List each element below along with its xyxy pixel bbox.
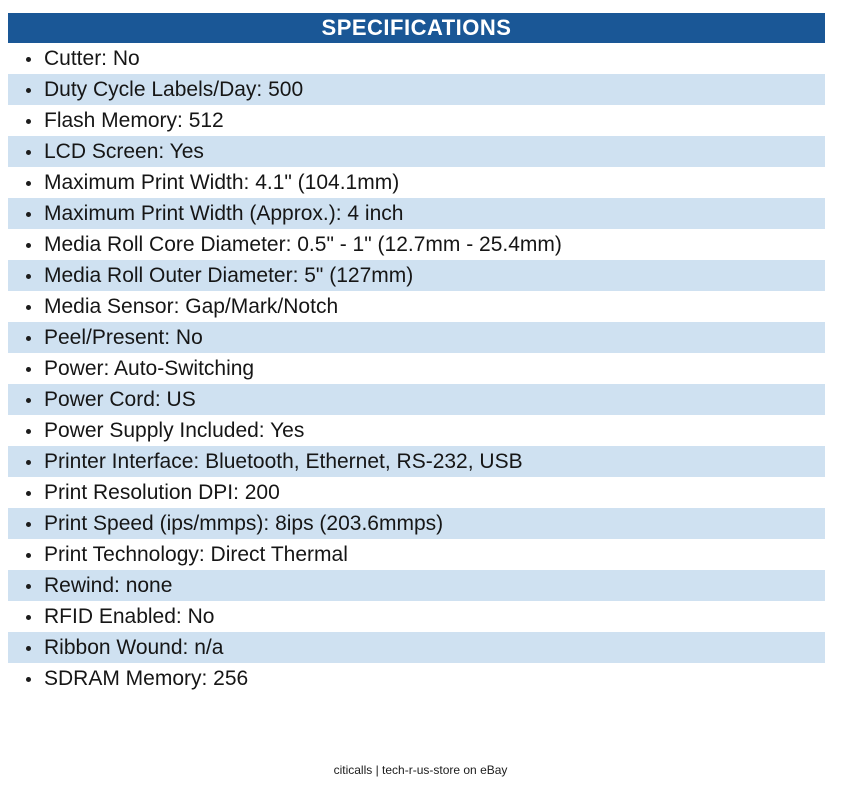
spec-list-item: Power Cord: US [8, 384, 825, 415]
bullet-icon [26, 460, 31, 465]
bullet-icon [26, 119, 31, 124]
spec-text: Rewind: none [44, 573, 173, 597]
spec-text: Printer Interface: Bluetooth, Ethernet, … [44, 449, 523, 473]
bullet-icon [26, 677, 31, 682]
spec-text: Peel/Present: No [44, 325, 203, 349]
bullet-icon [26, 522, 31, 527]
spec-text: RFID Enabled: No [44, 604, 215, 628]
bullet-icon [26, 646, 31, 651]
bullet-icon [26, 367, 31, 372]
spec-text: Print Resolution DPI: 200 [44, 480, 280, 504]
bullet-icon [26, 274, 31, 279]
bullet-icon [26, 57, 31, 62]
bullet-icon [26, 429, 31, 434]
spec-list-item: Print Resolution DPI: 200 [8, 477, 825, 508]
spec-list-item: Peel/Present: No [8, 322, 825, 353]
bullet-icon [26, 336, 31, 341]
spec-text: Media Roll Core Diameter: 0.5" - 1" (12.… [44, 232, 562, 256]
spec-list-item: Maximum Print Width (Approx.): 4 inch [8, 198, 825, 229]
spec-text: SDRAM Memory: 256 [44, 666, 249, 690]
bullet-icon [26, 243, 31, 248]
spec-list-item: Print Technology: Direct Thermal [8, 539, 825, 570]
bullet-icon [26, 615, 31, 620]
spec-text: Print Speed (ips/mmps): 8ips (203.6mmps) [44, 511, 444, 535]
spec-list-item: Flash Memory: 512 [8, 105, 825, 136]
spec-text: Cutter: No [44, 46, 140, 70]
spec-list-item: Print Speed (ips/mmps): 8ips (203.6mmps) [8, 508, 825, 539]
spec-list-item: Printer Interface: Bluetooth, Ethernet, … [8, 446, 825, 477]
spec-text: Ribbon Wound: n/a [44, 635, 224, 659]
spec-text: Media Sensor: Gap/Mark/Notch [44, 294, 339, 318]
spec-list-item: Rewind: none [8, 570, 825, 601]
spec-list-item: Power Supply Included: Yes [8, 415, 825, 446]
bullet-icon [26, 491, 31, 496]
spec-list-item: Media Roll Core Diameter: 0.5" - 1" (12.… [8, 229, 825, 260]
spec-text: Power Cord: US [44, 387, 196, 411]
spec-list-item: LCD Screen: Yes [8, 136, 825, 167]
specifications-header: SPECIFICATIONS [8, 13, 825, 43]
spec-list-item: Maximum Print Width: 4.1" (104.1mm) [8, 167, 825, 198]
spec-list-item: Power: Auto-Switching [8, 353, 825, 384]
bullet-icon [26, 181, 31, 186]
spec-list: Cutter: No Duty Cycle Labels/Day: 500 Fl… [8, 43, 825, 694]
spec-list-item: Media Roll Outer Diameter: 5" (127mm) [8, 260, 825, 291]
spec-list-item: Ribbon Wound: n/a [8, 632, 825, 663]
bullet-icon [26, 584, 31, 589]
bullet-icon [26, 88, 31, 93]
specifications-panel: SPECIFICATIONS Cutter: No Duty Cycle Lab… [8, 13, 825, 694]
spec-text: Media Roll Outer Diameter: 5" (127mm) [44, 263, 414, 287]
spec-list-item: RFID Enabled: No [8, 601, 825, 632]
spec-text: Power Supply Included: Yes [44, 418, 305, 442]
spec-text: Flash Memory: 512 [44, 108, 224, 132]
spec-list-item: Duty Cycle Labels/Day: 500 [8, 74, 825, 105]
spec-text: Maximum Print Width (Approx.): 4 inch [44, 201, 404, 225]
spec-list-item: Cutter: No [8, 43, 825, 74]
spec-list-item: SDRAM Memory: 256 [8, 663, 825, 694]
bullet-icon [26, 553, 31, 558]
spec-text: Duty Cycle Labels/Day: 500 [44, 77, 304, 101]
spec-text: Print Technology: Direct Thermal [44, 542, 348, 566]
bullet-icon [26, 305, 31, 310]
bullet-icon [26, 398, 31, 403]
spec-text: Power: Auto-Switching [44, 356, 255, 380]
bullet-icon [26, 150, 31, 155]
spec-text: Maximum Print Width: 4.1" (104.1mm) [44, 170, 400, 194]
spec-text: LCD Screen: Yes [44, 139, 204, 163]
footer-text: citicalls | tech-r-us-store on eBay [333, 763, 508, 777]
bullet-icon [26, 212, 31, 217]
spec-list-item: Media Sensor: Gap/Mark/Notch [8, 291, 825, 322]
